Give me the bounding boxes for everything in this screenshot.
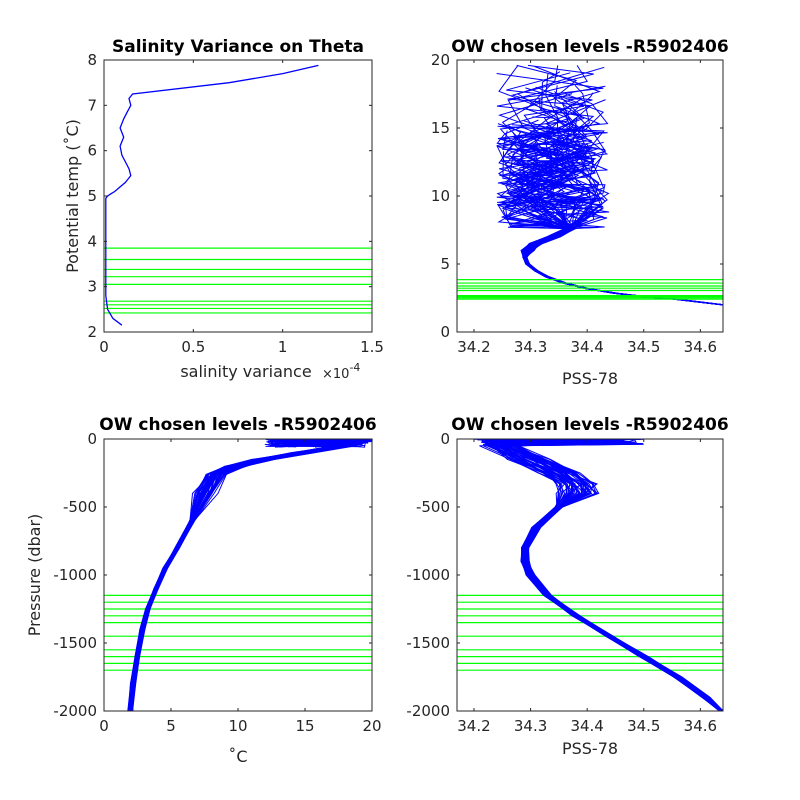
y-tick-label: -2000 bbox=[406, 702, 450, 720]
panel1-ylabel: Potential temp (˚C) bbox=[63, 119, 82, 273]
y-tick-label: 20 bbox=[431, 51, 450, 69]
panel1-xlabel: salinity variance bbox=[180, 362, 311, 381]
panel1-x-exponent-power: -4 bbox=[349, 361, 360, 374]
panel-theta-salinity: OW chosen levels -R5902406 34.2 34.3 34.4 3… bbox=[431, 37, 729, 388]
y-tick-label: -1500 bbox=[406, 634, 450, 652]
x-tick-label: 34.6 bbox=[684, 338, 717, 356]
x-tick-label: 34.2 bbox=[457, 717, 490, 735]
panel1-ticks: 0 0.5 1 1.5 2 3 4 5 6 7 8 bbox=[87, 51, 383, 356]
x-tick-label: 34.3 bbox=[514, 338, 547, 356]
y-tick-label: 0 bbox=[87, 430, 97, 448]
y-tick-label: 5 bbox=[440, 255, 450, 273]
x-tick-label: 10 bbox=[228, 717, 247, 735]
x-tick-label: 34.5 bbox=[627, 717, 660, 735]
y-tick-label: 4 bbox=[87, 232, 97, 250]
y-tick-label: -2000 bbox=[53, 702, 97, 720]
x-tick-label: 0 bbox=[99, 338, 109, 356]
x-tick-label: 15 bbox=[295, 717, 314, 735]
panel1-axes-box bbox=[103, 59, 373, 333]
x-tick-label: 34.5 bbox=[627, 338, 660, 356]
y-tick-label: -500 bbox=[63, 498, 97, 516]
x-tick-label: 1 bbox=[278, 338, 288, 356]
panel3-ylabel: Pressure (dbar) bbox=[25, 514, 44, 637]
y-tick-label: 7 bbox=[87, 96, 97, 114]
panel4-xlabel: PSS-78 bbox=[562, 739, 618, 758]
panel2-levels bbox=[457, 279, 723, 300]
variance-line bbox=[105, 64, 319, 326]
panel1-levels bbox=[104, 247, 372, 314]
y-tick-label: 0 bbox=[440, 323, 450, 341]
panel-temperature-pressure: OW chosen levels -R5902406 0 5 10 15 20 -2000… bbox=[25, 415, 382, 766]
x-tick-label: 1.5 bbox=[360, 338, 384, 356]
x-tick-label: 34.6 bbox=[684, 717, 717, 735]
y-tick-label: -500 bbox=[416, 498, 450, 516]
panel4-ticks: 34.2 34.3 34.4 34.5 34.6 -2000 -1500 -1000 -500 0 bbox=[406, 430, 723, 735]
x-tick-label: 34.3 bbox=[514, 717, 547, 735]
y-tick-label: -1500 bbox=[53, 634, 97, 652]
panel3-title: OW chosen levels -R5902406 bbox=[99, 415, 376, 435]
panel1-title: Salinity Variance on Theta bbox=[112, 37, 364, 57]
x-tick-label: 0 bbox=[99, 717, 109, 735]
panel1-series bbox=[105, 64, 319, 326]
panel4-title: OW chosen levels -R5902406 bbox=[451, 415, 728, 435]
x-tick-label: 20 bbox=[362, 717, 381, 735]
x-tick-label: 34.2 bbox=[457, 338, 490, 356]
panel4-levels bbox=[457, 594, 723, 671]
x-tick-label: 34.4 bbox=[570, 717, 603, 735]
y-tick-label: 5 bbox=[87, 187, 97, 205]
panel2-ticks: 34.2 34.3 34.4 34.5 34.6 0 5 10 15 20 bbox=[431, 51, 723, 356]
y-tick-label: 15 bbox=[431, 119, 450, 137]
panel-salinity-pressure: OW chosen levels -R5902406 34.2 34.3 34.4 3… bbox=[406, 415, 728, 758]
panel2-series bbox=[496, 64, 724, 306]
x-tick-label: 5 bbox=[166, 717, 176, 735]
y-tick-label: -1000 bbox=[53, 566, 97, 584]
panel1-x-exponent-base: ×10 bbox=[322, 367, 349, 382]
y-tick-label: -1000 bbox=[406, 566, 450, 584]
y-tick-label: 6 bbox=[87, 142, 97, 160]
y-tick-label: 0 bbox=[440, 430, 450, 448]
y-tick-label: 2 bbox=[87, 323, 97, 341]
panel-salinity-variance: Salinity Variance on Theta 0 0.5 1 1.5 2 3 4 5 6… bbox=[63, 37, 384, 382]
panel2-title: OW chosen levels -R5902406 bbox=[451, 37, 728, 57]
panel4-series bbox=[474, 438, 724, 712]
profile-line bbox=[496, 438, 724, 712]
y-tick-label: 8 bbox=[87, 51, 97, 69]
panel3-xlabel: ˚C bbox=[228, 747, 247, 766]
profile-line bbox=[508, 136, 722, 306]
profile-line bbox=[127, 439, 364, 712]
y-tick-label: 10 bbox=[431, 187, 450, 205]
panel1-x-exponent: ×10-4 bbox=[322, 361, 360, 382]
x-tick-label: 34.4 bbox=[570, 338, 603, 356]
panel2-xlabel: PSS-78 bbox=[562, 369, 618, 388]
y-tick-label: 3 bbox=[87, 278, 97, 296]
profile-line bbox=[129, 439, 369, 712]
x-tick-label: 0.5 bbox=[181, 338, 205, 356]
panel3-ticks: 0 5 10 15 20 -2000 -1500 -1000 -500 0 bbox=[53, 430, 381, 735]
